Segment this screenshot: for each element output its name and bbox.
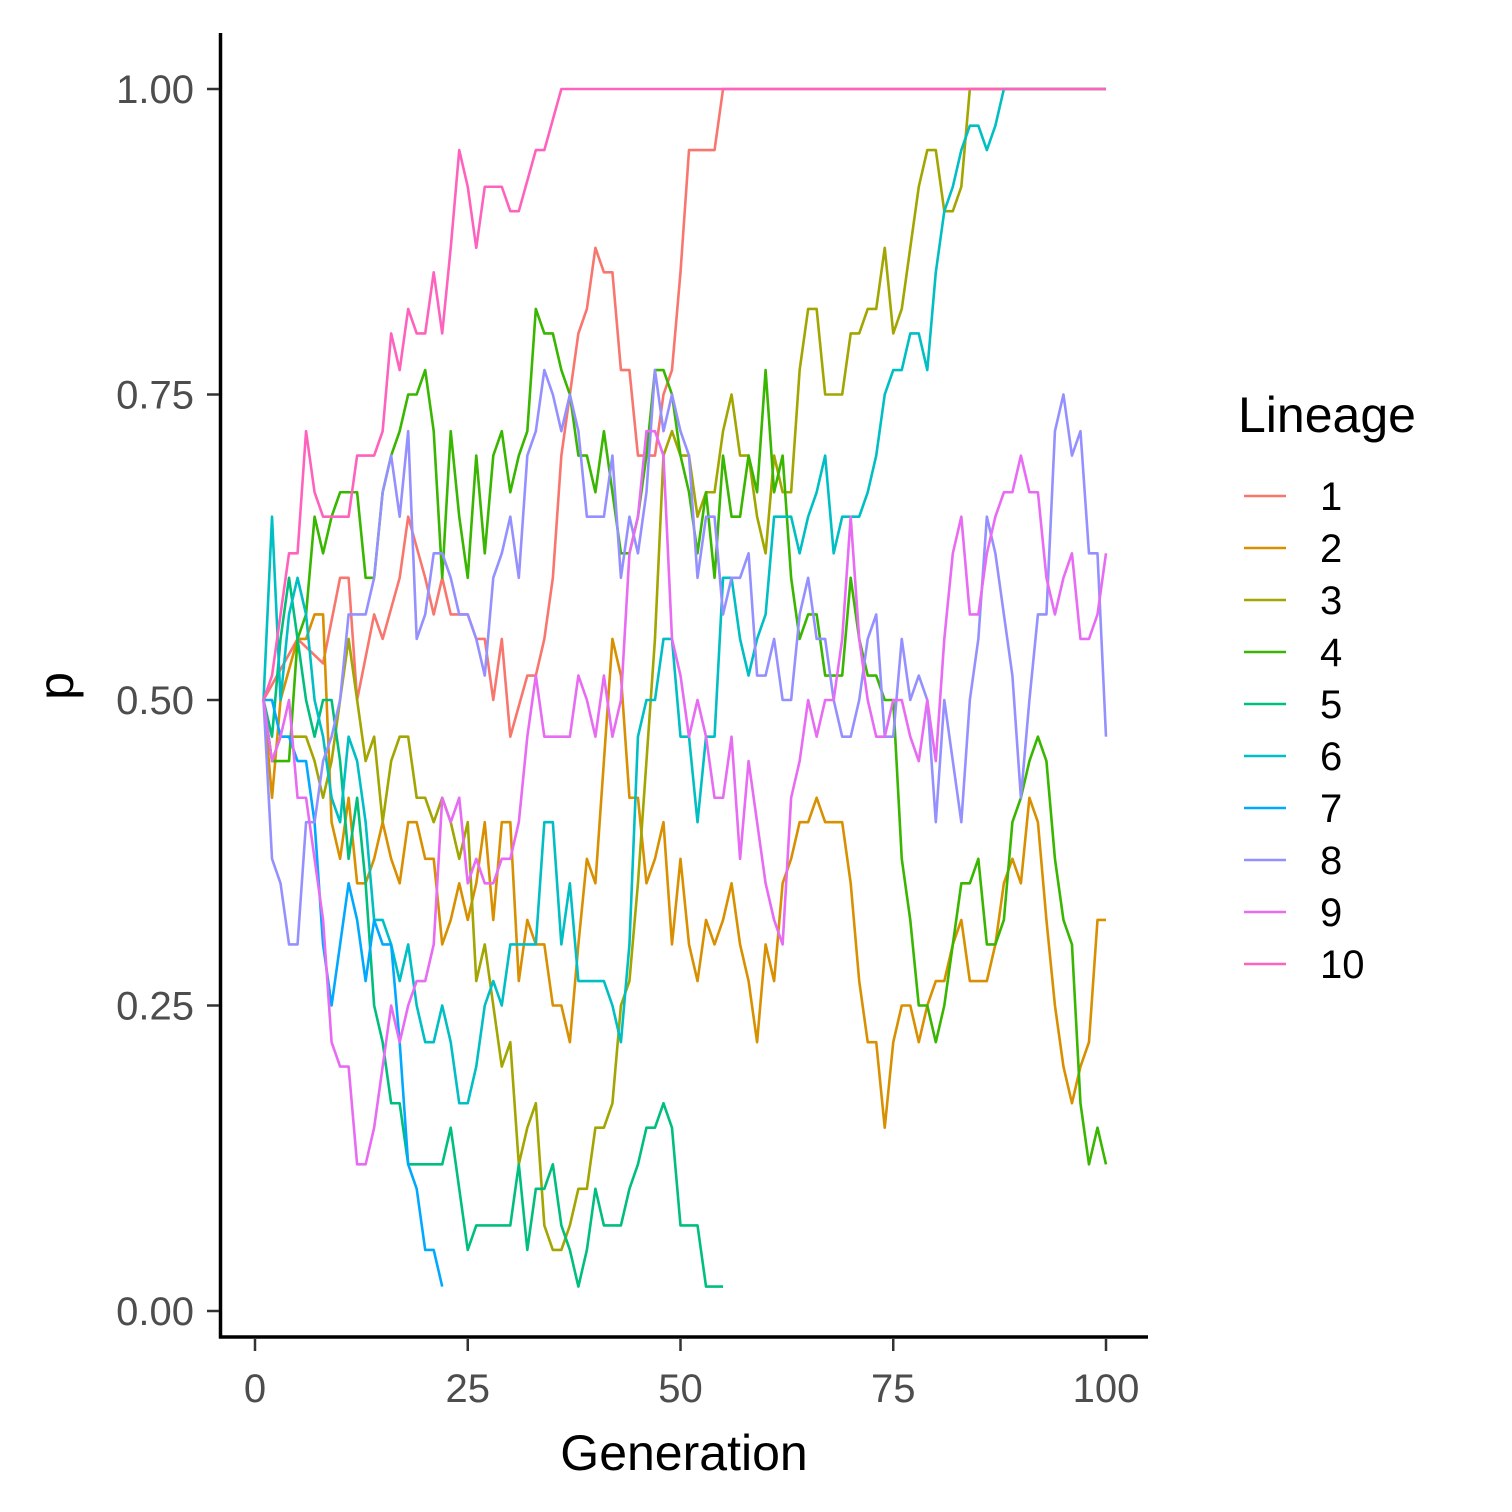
plot-area: 0 25 50 75 100 0.00 0.25 0.50 0.75 1.00	[116, 33, 1148, 1411]
series-line-lineage-5	[262, 576, 724, 1288]
x-tick-label: 75	[871, 1367, 916, 1411]
series-line-lineage-3	[262, 87, 1106, 1252]
x-tick-label: 50	[658, 1367, 703, 1411]
y-tick-label: 0.50	[116, 679, 194, 723]
series-layer	[262, 87, 1108, 1288]
legend-label-lineage-2: 2	[1320, 527, 1342, 571]
y-tick-label: 0.00	[116, 1290, 194, 1334]
x-axis-title: Generation	[560, 1425, 807, 1481]
legend-label-lineage-4: 4	[1320, 631, 1342, 675]
y-axis-ticks: 0.00 0.25 0.50 0.75 1.00	[116, 68, 219, 1334]
x-tick-label: 25	[446, 1367, 491, 1411]
series-line-lineage-9	[262, 429, 1108, 1166]
legend-title: Lineage	[1238, 387, 1416, 443]
legend-label-lineage-1: 1	[1320, 475, 1342, 519]
y-axis-title: p	[28, 672, 84, 700]
legend-label-lineage-6: 6	[1320, 735, 1342, 779]
legend-label-lineage-7: 7	[1320, 787, 1342, 831]
legend-label-lineage-3: 3	[1320, 579, 1342, 623]
y-tick-label: 0.25	[116, 985, 194, 1029]
legend: Lineage 1 2 3 4 5 6 7 8 9 10	[1238, 387, 1416, 987]
legend-label-lineage-5: 5	[1320, 683, 1342, 727]
x-tick-label: 0	[244, 1367, 266, 1411]
y-tick-label: 0.75	[116, 374, 194, 418]
series-line-lineage-1	[262, 87, 1106, 738]
legend-items: 1 2 3 4 5 6 7 8 9 10	[1244, 475, 1365, 987]
x-tick-label: 100	[1073, 1367, 1140, 1411]
series-line-lineage-6	[262, 87, 1106, 1105]
legend-label-lineage-8: 8	[1320, 839, 1342, 883]
series-line-lineage-10	[262, 87, 1106, 701]
legend-label-lineage-10: 10	[1320, 943, 1365, 987]
y-tick-label: 1.00	[116, 68, 194, 112]
series-line-lineage-8	[262, 368, 1108, 946]
series-line-lineage-2	[262, 613, 1106, 1129]
x-axis-ticks: 0 25 50 75 100	[244, 1339, 1140, 1411]
legend-label-lineage-9: 9	[1320, 891, 1342, 935]
